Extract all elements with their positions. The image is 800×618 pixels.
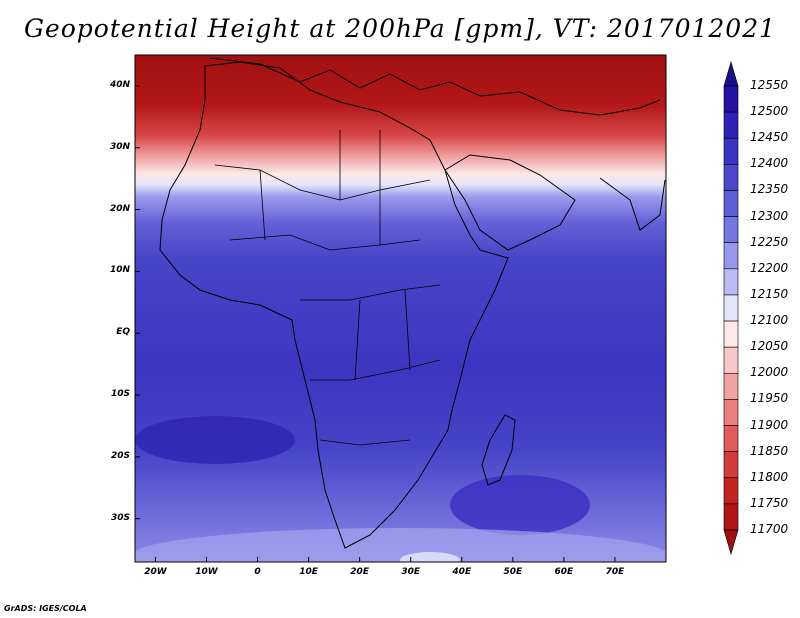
colorbar-segment [723,503,739,531]
colorbar-segment [723,425,739,452]
lon-tick-label: 60E [554,567,574,577]
height-field [135,55,666,562]
colorbar-segment [723,242,739,270]
colorbar-label: 11900 [750,417,789,432]
colorbar-segment [723,294,739,322]
colorbar-segment [723,85,739,113]
colorbar-label: 12350 [750,182,789,197]
colorbar-segment [723,477,739,505]
colorbar-segment [723,137,739,165]
lon-tick-label: 20W [144,567,167,577]
colorbar-segment [723,164,739,191]
colorbar-label: 12150 [750,286,789,301]
lat-tick-label: 20N [109,203,130,214]
lat-tick-label: 10N [109,265,130,276]
colorbar-segment [723,111,739,139]
lon-ticks [154,557,616,562]
plot-frame [134,54,667,563]
lon-tick-label: 20E [350,567,369,577]
india-coast [599,177,666,231]
colorbar-label: 11750 [750,495,789,510]
lat-tick-label: 10S [110,389,130,400]
lon-tick-label: 40E [452,567,472,577]
colorbar-label: 12450 [750,130,789,145]
lat-tick-label: EQ [116,327,130,338]
colorbar-label: 11800 [750,469,789,484]
lon-tick-label: 30E [401,567,421,577]
southern-high-band [135,528,666,562]
colorbar [723,60,739,556]
colorbar-label: 12550 [750,78,789,92]
colorbar-label: 12250 [750,234,789,249]
southern-peak [400,552,460,562]
grads-credit: GrADS: IGES/COLA [4,604,87,613]
colorbar-segment [723,399,739,426]
colorbar-segment [723,320,739,348]
colorbar-label: 12000 [750,365,789,380]
lat-tick-label: 30N [109,141,130,152]
arabian-peninsula [444,154,576,251]
colorbar-label: 11950 [750,391,789,406]
colorbar-label: 12500 [750,104,789,119]
lon-tick-label: 0 [254,567,261,577]
lat-tick-label: 40N [109,79,130,90]
colorbar-label: 11850 [750,443,789,458]
madagascar [481,414,516,486]
colorbar-label: 12300 [750,208,789,223]
colorbar-segment [723,451,739,479]
south-atlantic-low [135,416,295,464]
lon-tick-label: 70E [605,567,625,577]
colorbar-arrow-top [723,60,739,87]
europe-coast [209,57,661,116]
colorbar-label: 12200 [750,260,789,275]
colorbar-label: 12050 [750,339,789,354]
colorbar-label: 12400 [750,156,789,171]
lon-tick-label: 50E [503,567,523,577]
colorbar-arrow-bottom [723,529,739,556]
colorbar-segment [723,346,739,374]
lon-tick-label: 10W [195,567,218,577]
height-field-features [135,416,666,562]
colorbar-segment [723,268,739,296]
colorbar-segment [723,372,739,400]
indian-ocean-trough [450,475,590,535]
map-title: Geopotential Height at 200hPa [gpm], VT:… [23,14,777,43]
lat-ticks [135,85,140,520]
lat-tick-label: 20S [110,450,130,461]
lon-tick-label: 10E [299,567,318,577]
colorbar-label: 11700 [750,522,789,536]
colorbar-label: 12100 [750,313,789,328]
country-borders [214,130,441,446]
colorbar-segment [723,216,739,244]
africa-coastline [159,61,509,549]
colorbar-segment [723,190,739,217]
coastlines [159,57,666,549]
lat-tick-label: 30S [110,512,130,523]
